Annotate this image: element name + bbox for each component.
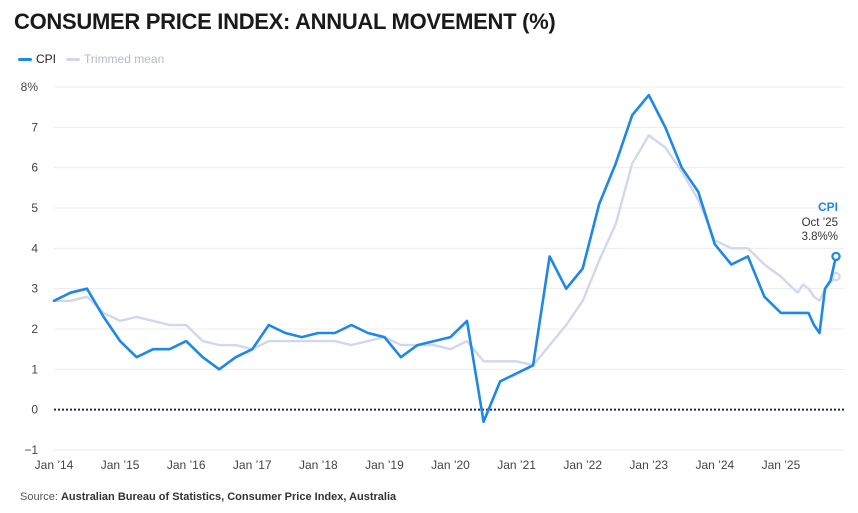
legend-swatch-trimmed-mean — [66, 57, 81, 61]
end-marker-trimmed-mean — [831, 271, 841, 282]
chart-title: CONSUMER PRICE INDEX: ANNUAL MOVEMENT (%… — [14, 9, 556, 34]
end-marker-cpi — [831, 251, 841, 262]
annotation-value: 3.8%% — [802, 231, 838, 243]
series-line-trimmed-mean — [52, 134, 838, 367]
y-tick-label: 4 — [31, 241, 38, 255]
x-tick-label: Jan ’17 — [233, 458, 272, 472]
y-tick-label: 5 — [31, 201, 38, 215]
x-tick-label: Jan ’24 — [695, 458, 734, 472]
source-note: Source: Australian Bureau of Statistics,… — [20, 491, 396, 503]
chart-legend: CPI Trimmed mean — [18, 52, 164, 66]
x-tick-label: Jan ’23 — [629, 458, 668, 472]
y-tick-label: 7 — [31, 120, 38, 134]
source-text: Australian Bureau of Statistics, Consume… — [60, 491, 397, 503]
legend-swatch-cpi — [18, 57, 32, 61]
x-tick-label: Jan ’19 — [365, 458, 404, 472]
annotation-title: CPI — [818, 200, 838, 214]
x-tick-label: Jan ’16 — [167, 458, 206, 472]
x-tick-label: Jan ’25 — [762, 458, 801, 472]
legend-label-trimmed-mean: Trimmed mean — [84, 52, 165, 66]
y-tick-label: 3 — [31, 282, 38, 296]
legend-item-trimmed-mean[interactable]: Trimmed mean — [66, 52, 164, 66]
y-tick-label: 0 — [31, 403, 38, 417]
source-prefix: Source: — [20, 491, 61, 503]
x-tick-label: Jan ’14 — [35, 458, 74, 472]
y-tick-label: −1 — [24, 443, 38, 457]
y-tick-label: 1 — [31, 362, 38, 376]
y-tick-label: 8% — [21, 80, 39, 94]
series-line-cpi — [52, 93, 838, 424]
x-tick-label: Jan ’20 — [431, 458, 470, 472]
x-tick-label: Jan ’22 — [563, 458, 602, 472]
legend-label-cpi: CPI — [36, 52, 57, 66]
y-tick-label: 6 — [31, 161, 38, 175]
annotation-date: Oct ’25 — [802, 217, 838, 229]
legend-item-cpi[interactable]: CPI — [18, 52, 56, 66]
x-tick-label: Jan ’21 — [497, 458, 536, 472]
x-tick-label: Jan ’18 — [299, 458, 338, 472]
x-tick-label: Jan ’15 — [101, 458, 140, 472]
y-tick-label: 2 — [31, 322, 38, 336]
